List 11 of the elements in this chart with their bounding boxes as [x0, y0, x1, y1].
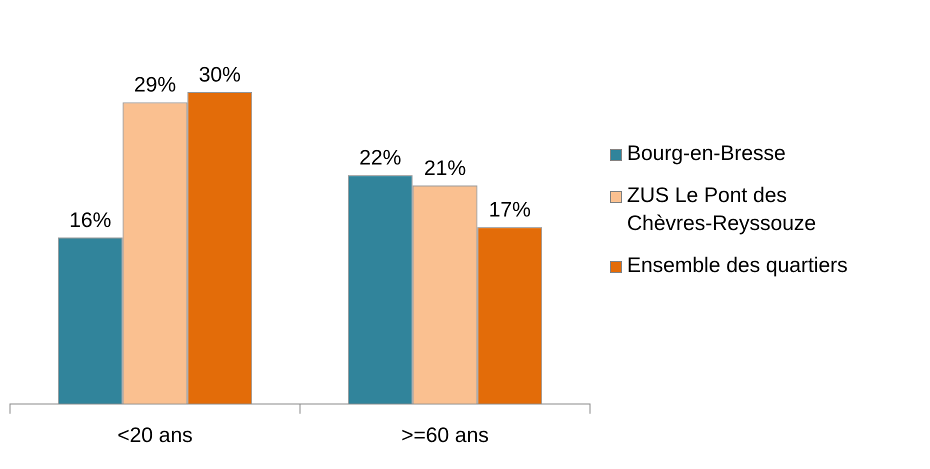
legend-label: Ensemble des quartiers	[627, 253, 848, 279]
data-label: 30%	[198, 63, 241, 86]
data-label: 17%	[488, 198, 531, 222]
x-tick-label: >=60 ans	[401, 424, 489, 448]
legend-label: ZUS Le Pont des Chèvres-Reyssouze	[627, 183, 818, 237]
data-label: 21%	[424, 156, 466, 180]
x-tick-label: <20 ans	[117, 424, 193, 448]
data-label: 16%	[69, 208, 112, 232]
data-label: 29%	[134, 74, 176, 97]
data-label: 22%	[359, 146, 402, 170]
legend-label: Bourg-en-Bresse	[627, 141, 786, 167]
